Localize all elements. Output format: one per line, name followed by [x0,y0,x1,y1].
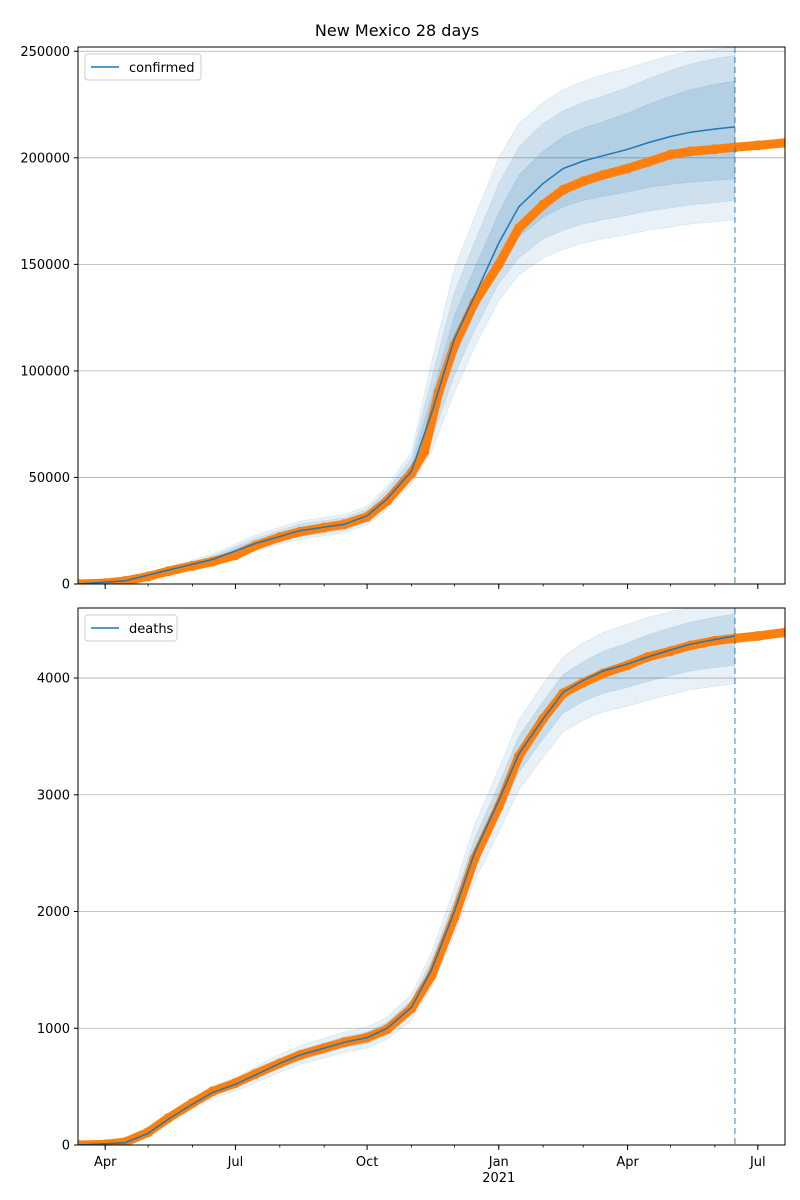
x-tick-label: Apr [616,1155,639,1170]
x-tick-label: Apr [94,1155,117,1170]
observed-point [493,801,504,812]
observed-point [78,1140,83,1145]
legend-label: confirmed [129,61,195,76]
axes-frame [77,607,786,1146]
axes-frame [77,46,786,585]
legend: confirmed [84,53,202,81]
observed-point [143,1127,154,1138]
observed-point [709,144,720,155]
observed-point [538,199,549,210]
y-tick-label: 150000 [20,258,70,273]
y-tick-label: 200000 [20,151,70,166]
legend: deaths [84,614,178,642]
observed-point [382,495,393,506]
x-axis [104,584,759,589]
y-tick-label: 1000 [37,1022,70,1037]
plot-area [78,608,785,1145]
y-tick-label: 50000 [29,471,70,486]
observed-point [685,146,696,157]
observed-point [120,576,131,584]
observed-series [78,628,785,1145]
model-series-confirmed [78,126,735,584]
x-year-label: 2021 [482,1171,515,1186]
x-axis: Apr Jul Oct Jan Apr Jul 2021 [94,1145,766,1186]
observed-point [163,566,174,577]
observed-series [78,138,785,584]
observed-point [598,169,609,180]
observed-point [578,176,589,187]
observed-point [578,677,589,688]
observed-point [642,157,653,168]
x-tick-label: Jul [227,1155,244,1170]
observed-point [294,526,305,537]
y-axis: 0 50000 100000 150000 200000 250000 [20,45,78,593]
band-outer [78,608,736,1145]
y-tick-label: 2000 [37,905,70,920]
y-tick-label: 3000 [37,788,70,803]
observed-point [752,140,763,151]
legend-box [84,53,202,81]
observed-point [780,627,785,638]
observed-point [406,1003,417,1014]
legend-label: deaths [129,622,174,637]
y-gridlines [78,677,785,1029]
x-tick-label: Jul [749,1155,766,1170]
y-tick-label: 0 [62,578,70,593]
band-inner [78,80,736,584]
y-tick-label: 250000 [20,45,70,60]
legend-box [84,614,178,642]
observed-point [78,579,83,584]
confirmed-panel: 0 50000 100000 150000 200000 250000 confirmed [20,45,786,593]
plot-area [78,47,785,584]
y-tick-label: 100000 [20,364,70,379]
x-tick-label: Oct [356,1155,378,1170]
observed-point [419,446,430,457]
model-series-deaths [78,635,736,1145]
observed-point [780,137,785,148]
observed-point [622,163,633,174]
y-tick-label: 0 [62,1139,70,1154]
y-tick-label: 4000 [37,672,70,687]
observed-point [665,149,676,160]
observed-point [187,560,198,571]
x-tick-label: Jan [488,1155,509,1170]
observed-point [513,223,524,234]
observed-point [406,468,417,479]
figure-title: New Mexico 28 days [315,21,479,40]
observed-point [709,635,720,646]
deaths-panel: 0 1000 2000 3000 4000 Apr Jul Oct Jan Apr Jul 2021 d… [37,607,786,1186]
observed-point [752,631,763,641]
observed-point [558,184,569,195]
y-axis: 0 1000 2000 3000 4000 [37,672,78,1154]
observed-point [493,259,504,270]
band-outer [78,47,736,584]
observed-markers [78,627,785,1145]
observed-point [685,640,696,651]
